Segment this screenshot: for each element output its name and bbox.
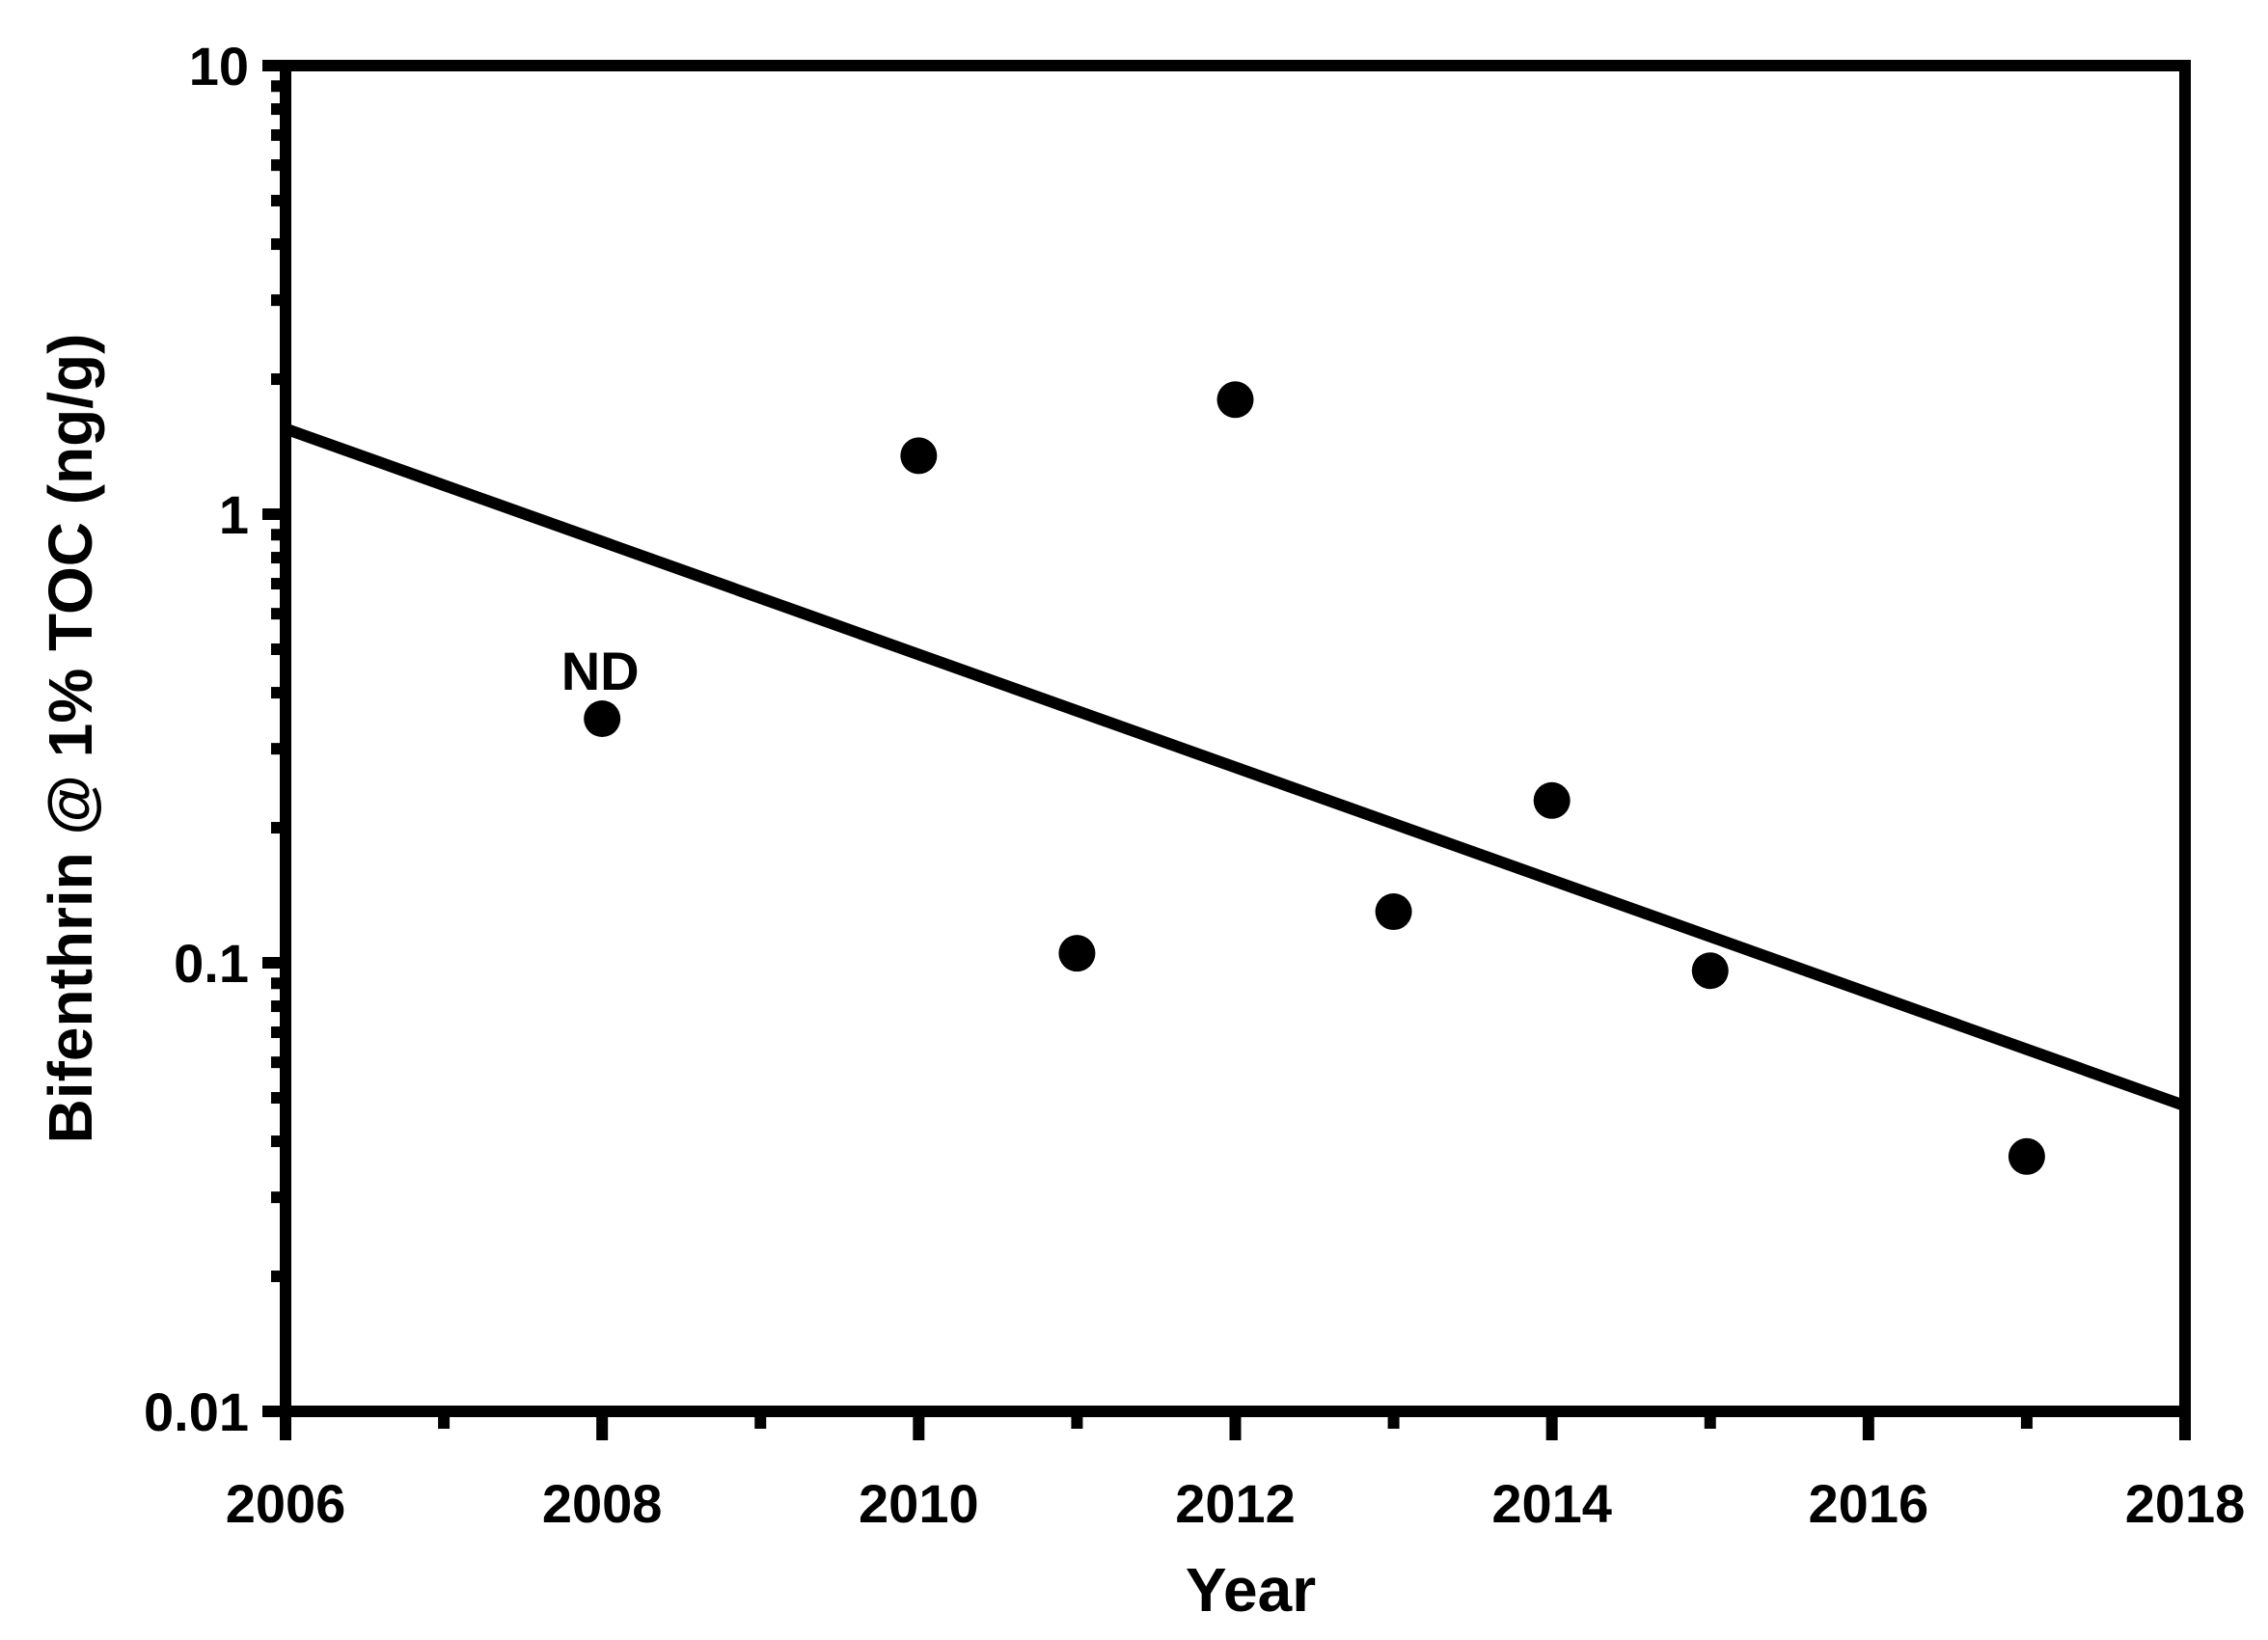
x-tick-label: 2006 (226, 1473, 346, 1534)
x-tick-label: 2008 (542, 1473, 663, 1534)
y-tick-label: 0.01 (144, 1381, 249, 1442)
data-point (1216, 381, 1254, 419)
x-axis-title: Year (1186, 1555, 1316, 1625)
data-point (1533, 781, 1571, 819)
x-tick-label: 2012 (1175, 1473, 1296, 1534)
data-point (2008, 1137, 2045, 1175)
x-tick-label: 2016 (1809, 1473, 1929, 1534)
x-tick-label: 2018 (2125, 1473, 2246, 1534)
trend-line (283, 423, 2188, 1111)
data-point (1058, 935, 1096, 972)
y-tick-label: 1 (219, 484, 249, 545)
data-point (900, 437, 938, 475)
y-axis-title: Bifenthrin @ 1% TOC (ng/g) (36, 334, 105, 1144)
data-point (1691, 952, 1729, 990)
nd-annotation: ND (561, 641, 640, 701)
x-tick-label: 2014 (1491, 1473, 1612, 1534)
y-tick-label: 0.1 (174, 933, 249, 994)
y-tick-label: 10 (189, 36, 249, 96)
data-point (1375, 893, 1412, 931)
plot-frame (280, 60, 2191, 1417)
data-point (584, 700, 621, 738)
x-tick-label: 2010 (859, 1473, 979, 1534)
